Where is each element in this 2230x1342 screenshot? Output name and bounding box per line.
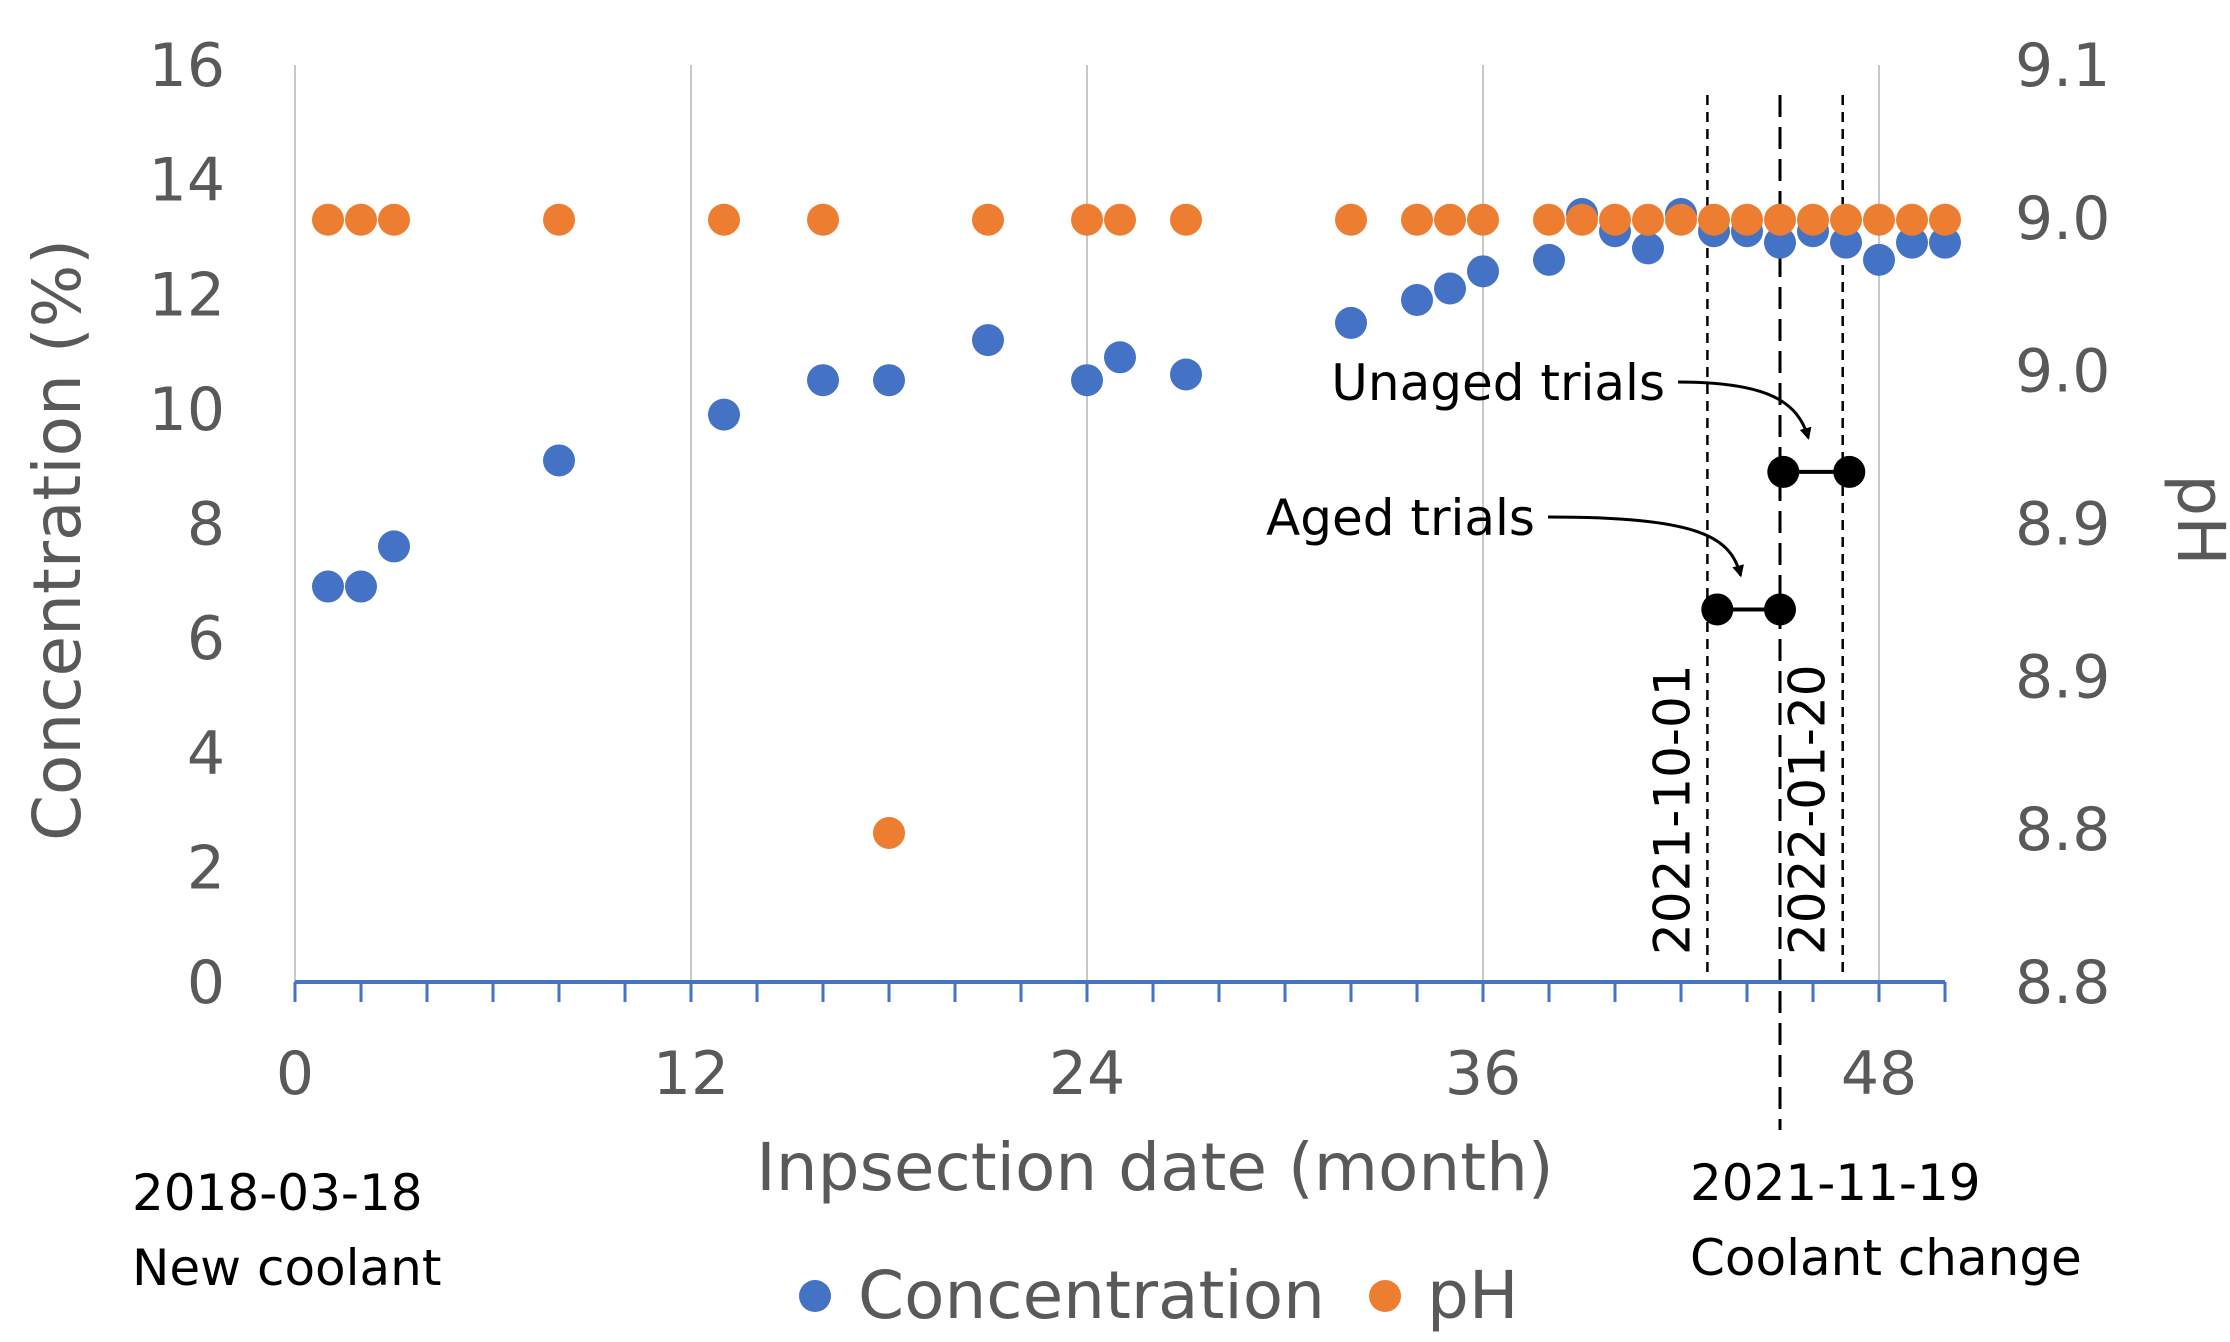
legend-concentration-marker: [799, 1280, 831, 1312]
y-tick-label: 14: [149, 146, 225, 216]
ph-point: [1698, 203, 1730, 236]
reference-lines: 2021-10-01 2022-01-20: [1643, 95, 1844, 1130]
x-tick-label: 0: [276, 1039, 314, 1109]
y-tick-label: 0: [187, 948, 225, 1018]
trial-point: [1701, 593, 1734, 626]
ph-point: [1533, 203, 1565, 236]
ph-point: [1071, 203, 1103, 236]
axes: 0 12 24 36 4802468101214168.88.88.98.99.09.0…: [149, 31, 2111, 1109]
gridlines: [294, 65, 1880, 982]
y2-tick-label: 8.9: [2015, 490, 2110, 560]
concentration-point: [312, 570, 344, 603]
start-note-label: New coolant: [132, 1239, 441, 1297]
x-tick-label: 36: [1445, 1039, 1521, 1109]
ph-point: [1467, 203, 1499, 236]
reference-line-label: 2021-10-01: [1643, 664, 1701, 955]
concentration-point: [1104, 341, 1136, 374]
y-axis-title: Concentration (%): [19, 239, 96, 841]
ph-point: [543, 203, 575, 236]
concentration-point: [378, 530, 410, 563]
y-tick-label: 16: [149, 31, 225, 101]
ph-point: [708, 203, 740, 236]
ph-point: [1863, 203, 1895, 236]
trial-arrow: [1677, 380, 1812, 440]
concentration-point: [1170, 358, 1202, 391]
ph-point: [1566, 203, 1598, 236]
start-date-label: 2018-03-18: [132, 1164, 423, 1222]
ph-point: [1764, 203, 1796, 236]
change-note-label: Coolant change: [1690, 1229, 2082, 1287]
concentration-point: [1896, 226, 1928, 259]
concentration-point: [1830, 226, 1862, 259]
y2-tick-label: 9.1: [2015, 31, 2110, 101]
concentration-point: [543, 444, 575, 477]
trial-markers: Aged trials Unaged trials: [1266, 354, 1866, 626]
y2-tick-label: 8.8: [2015, 795, 2110, 865]
legend-concentration-label: Concentration: [858, 1257, 1325, 1334]
ph-point: [1632, 203, 1664, 236]
x-tick-label: 12: [653, 1039, 729, 1109]
y2-tick-label: 8.8: [2015, 948, 2110, 1018]
legend-ph-marker: [1369, 1280, 1401, 1312]
ph-point: [1929, 203, 1961, 236]
ph-point: [1104, 203, 1136, 236]
legend-ph-label: pH: [1427, 1257, 1519, 1334]
concentration-point: [345, 570, 377, 603]
concentration-point: [873, 364, 905, 397]
x-tick-label: 24: [1049, 1039, 1125, 1109]
ph-point: [1665, 203, 1697, 236]
y-tick-label: 8: [187, 490, 225, 560]
ph-point: [378, 203, 410, 236]
ph-point: [807, 203, 839, 236]
y2-tick-label: 8.9: [2015, 642, 2110, 712]
y-tick-label: 12: [149, 260, 225, 330]
ph-point: [1335, 203, 1367, 236]
ph-point: [345, 203, 377, 236]
concentration-point: [972, 324, 1004, 357]
x-tick-label: 48: [1841, 1039, 1917, 1109]
x-axis-title: Inpsection date (month): [756, 1129, 1553, 1206]
concentration-point: [1533, 243, 1565, 276]
ph-point: [1731, 203, 1763, 236]
trial-point: [1764, 593, 1796, 626]
concentration-point: [1863, 243, 1895, 276]
concentration-point: [1632, 232, 1664, 265]
change-date-label: 2021-11-19: [1690, 1154, 1981, 1212]
ph-point: [1797, 203, 1829, 236]
y2-axis-title: pH: [2162, 474, 2230, 566]
trial-point: [1767, 455, 1800, 488]
ph-point: [1830, 203, 1862, 236]
y2-tick-label: 9.0: [2015, 337, 2110, 407]
concentration-point: [1071, 364, 1103, 397]
concentration-point: [1929, 226, 1961, 259]
y-tick-label: 2: [187, 833, 225, 903]
ph-point: [972, 203, 1004, 236]
ph-point: [873, 816, 905, 849]
y-tick-label: 10: [149, 375, 225, 445]
concentration-point: [708, 398, 740, 431]
ph-point: [1401, 203, 1433, 236]
ph-point: [1896, 203, 1928, 236]
concentration-point: [1467, 255, 1499, 288]
reference-line-label: 2022-01-20: [1779, 664, 1837, 955]
concentration-point: [1401, 283, 1433, 316]
concentration-point: [807, 364, 839, 397]
ph-point: [1434, 203, 1466, 236]
concentration-point: [1434, 272, 1466, 305]
trial-arrow: [1547, 515, 1744, 578]
trial-label: Unaged trials: [1331, 354, 1665, 412]
y2-tick-label: 9.0: [2015, 184, 2110, 254]
y-tick-label: 6: [187, 604, 225, 674]
ph-point: [1599, 203, 1631, 236]
concentration-point: [1764, 226, 1796, 259]
y-tick-label: 4: [187, 719, 225, 789]
concentration-point: [1335, 306, 1367, 339]
ph-point: [1170, 203, 1202, 236]
trial-label: Aged trials: [1266, 489, 1535, 547]
ph-point: [312, 203, 344, 236]
data-points: [312, 198, 1961, 849]
trial-point: [1833, 455, 1866, 488]
